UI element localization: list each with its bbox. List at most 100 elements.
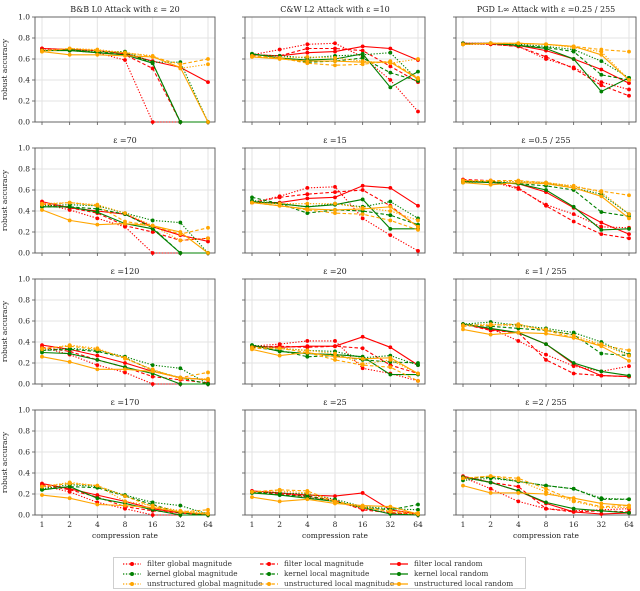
x-tick-label: 4	[305, 520, 310, 529]
data-point	[599, 189, 604, 193]
data-point	[178, 65, 183, 70]
data-point	[416, 109, 420, 114]
data-point	[416, 361, 420, 365]
y-tick-label: 1.0	[18, 406, 30, 415]
data-point	[571, 335, 576, 340]
x-tick-label: 64	[203, 520, 213, 529]
data-point	[250, 495, 254, 500]
data-point	[150, 374, 155, 379]
data-point	[599, 80, 604, 84]
y-axis-label: robust accuracy	[0, 169, 9, 231]
data-point	[206, 225, 210, 230]
data-point	[416, 512, 420, 516]
data-point	[333, 59, 337, 63]
y-tick-label: 0.8	[18, 427, 30, 436]
data-point	[67, 484, 72, 489]
x-axis-label: compression rate	[302, 531, 369, 540]
data-point	[461, 42, 465, 47]
data-point	[599, 194, 604, 199]
y-tick-label: 0.2	[18, 228, 30, 237]
data-point	[627, 232, 631, 237]
data-point	[178, 230, 183, 234]
data-point	[388, 50, 393, 55]
data-point	[544, 492, 548, 496]
data-point	[416, 218, 420, 223]
legend-swatch-icon	[390, 581, 408, 586]
data-point	[516, 41, 521, 46]
legend: filter global magnitude filter local magn…	[113, 557, 526, 589]
data-point	[95, 493, 100, 497]
data-point	[95, 367, 100, 372]
data-point	[123, 355, 127, 360]
x-tick-label: 1	[40, 520, 45, 529]
data-point	[40, 354, 44, 359]
data-point	[40, 202, 44, 207]
data-point	[388, 70, 393, 75]
data-point	[123, 499, 127, 504]
data-point	[250, 55, 254, 59]
data-point	[150, 513, 155, 517]
data-point	[416, 378, 420, 383]
data-point	[360, 363, 365, 367]
x-tick-label: 32	[386, 520, 396, 529]
data-point	[388, 218, 393, 223]
data-point	[40, 481, 44, 486]
data-point	[544, 55, 548, 59]
subplot-title: ε =2 / 255	[525, 398, 567, 407]
data-point	[360, 197, 365, 202]
data-point	[627, 216, 631, 221]
data-point	[599, 83, 604, 88]
data-point	[206, 377, 210, 382]
data-point	[516, 322, 521, 327]
y-axis-label: robust accuracy	[0, 431, 9, 493]
data-point	[544, 352, 548, 357]
data-point	[95, 483, 100, 488]
data-point	[67, 481, 72, 486]
data-point	[150, 226, 155, 231]
y-tick-label: 0.4	[18, 469, 30, 478]
data-point	[150, 230, 155, 234]
data-point	[360, 51, 365, 56]
data-point	[627, 49, 631, 54]
data-point	[461, 180, 465, 185]
data-point	[416, 203, 420, 208]
x-tick-label: 64	[624, 520, 634, 529]
data-point	[277, 353, 282, 358]
data-point	[40, 208, 44, 212]
data-point	[150, 120, 155, 124]
data-point	[488, 41, 493, 46]
data-point	[599, 89, 604, 94]
legend-label: unstructured local magnitude	[284, 579, 395, 588]
data-point	[516, 476, 521, 481]
data-point	[627, 93, 631, 98]
data-point	[150, 505, 155, 510]
data-point	[150, 223, 155, 228]
data-point	[333, 211, 337, 216]
data-point	[544, 506, 548, 511]
data-point	[40, 350, 44, 355]
data-point	[250, 490, 254, 494]
data-point	[599, 67, 604, 72]
data-point	[305, 59, 310, 63]
data-point	[627, 364, 631, 369]
data-point	[123, 367, 127, 372]
x-axis-label: compression rate	[92, 531, 159, 540]
data-point	[416, 224, 420, 229]
data-point	[571, 219, 576, 224]
data-point	[250, 200, 254, 205]
data-point	[360, 207, 365, 211]
data-point	[206, 382, 210, 386]
data-point	[488, 480, 493, 485]
subplot-title: C&W L2 Attack with ε =10	[280, 5, 390, 14]
data-point	[178, 509, 183, 514]
legend-item: filter local magnitude	[259, 559, 364, 568]
data-point	[206, 512, 210, 516]
data-point	[123, 494, 127, 498]
data-point	[461, 483, 465, 488]
subplot: ε =70 0.0 0.2 0.4 0.6 0.8 1.0 robust accuracy	[0, 136, 216, 258]
y-tick-label: 0.4	[18, 76, 30, 85]
x-tick-label: 1	[250, 520, 255, 529]
data-point	[388, 365, 393, 370]
data-point	[516, 186, 521, 190]
data-point	[305, 339, 310, 343]
